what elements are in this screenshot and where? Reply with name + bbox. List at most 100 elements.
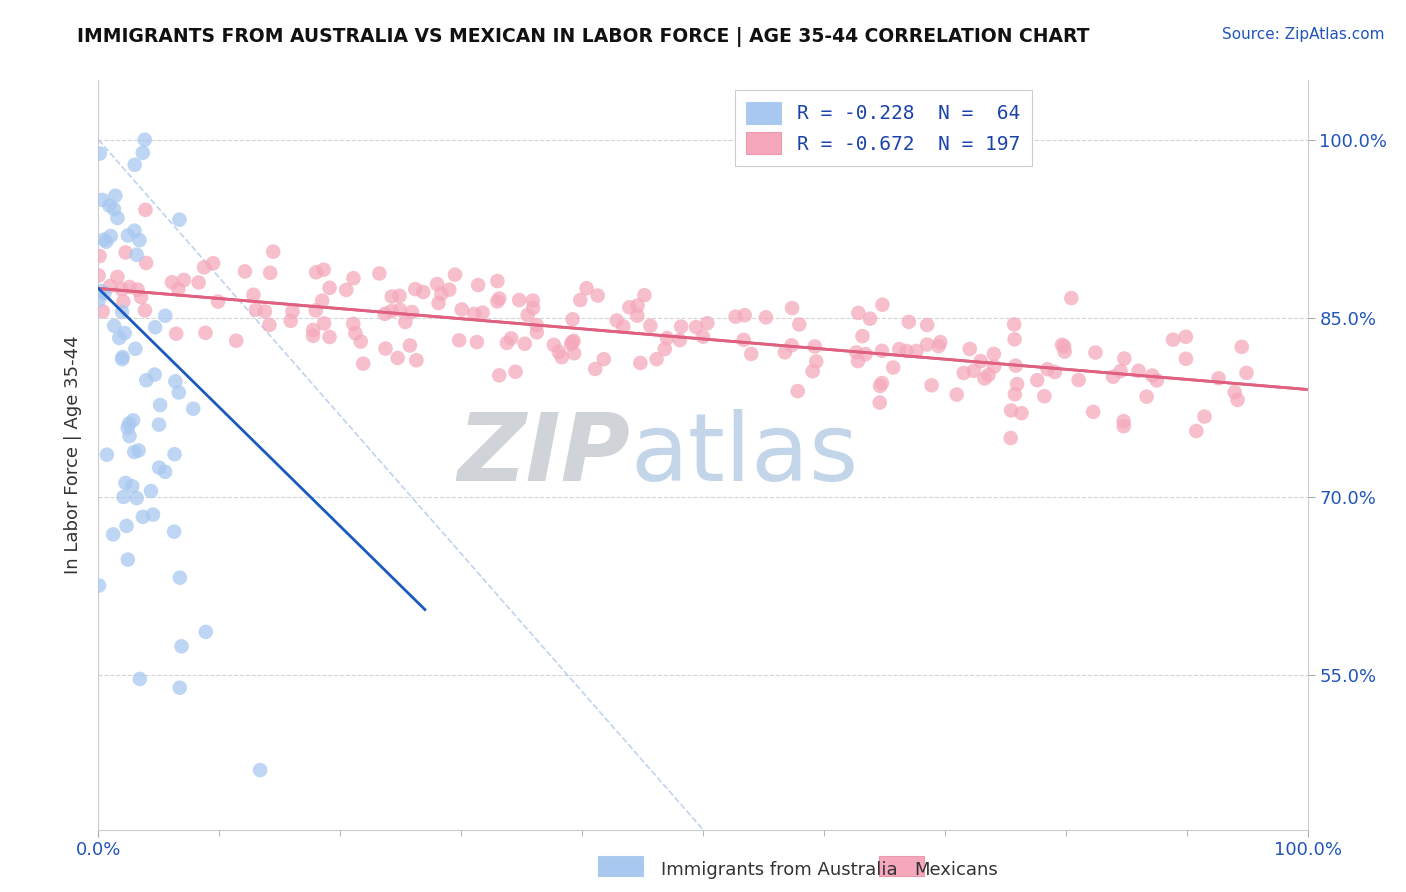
Point	[194, 624, 217, 639]
Point	[87, 268, 110, 283]
Point	[1000, 403, 1022, 417]
Point	[111, 352, 134, 367]
Point	[305, 265, 328, 279]
Point	[187, 276, 209, 290]
Point	[855, 347, 877, 361]
Legend: R = -0.228  N =  64, R = -0.672  N = 197: R = -0.228 N = 64, R = -0.672 N = 197	[735, 90, 1032, 166]
Point	[167, 385, 190, 400]
Point	[381, 289, 404, 303]
Point	[427, 296, 450, 310]
Point	[773, 345, 796, 359]
Point	[1208, 371, 1230, 385]
Point	[1036, 362, 1059, 376]
Point	[302, 323, 325, 337]
Point	[132, 145, 155, 160]
Point	[148, 417, 170, 432]
Point	[619, 301, 641, 315]
Point	[388, 302, 411, 317]
Point	[262, 244, 284, 259]
Text: ZIP: ZIP	[457, 409, 630, 501]
Point	[169, 681, 191, 695]
Point	[202, 256, 225, 270]
Point	[1236, 366, 1258, 380]
Point	[281, 304, 304, 318]
Point	[368, 267, 391, 281]
Point	[96, 448, 118, 462]
Point	[1109, 364, 1132, 378]
Point	[101, 527, 124, 541]
Text: Mexicans: Mexicans	[914, 861, 998, 879]
Point	[1142, 368, 1164, 383]
Point	[134, 303, 156, 318]
Point	[242, 287, 264, 301]
Point	[173, 273, 195, 287]
Point	[655, 331, 678, 345]
Point	[114, 245, 136, 260]
Point	[787, 318, 810, 332]
Point	[1174, 330, 1197, 344]
Point	[305, 303, 328, 318]
Point	[734, 308, 756, 322]
Point	[692, 329, 714, 343]
Bar	[598, 856, 643, 876]
Point	[543, 338, 565, 352]
Point	[153, 465, 176, 479]
Point	[983, 347, 1005, 361]
Point	[1011, 406, 1033, 420]
Point	[143, 320, 166, 334]
Point	[845, 345, 868, 359]
Point	[1053, 339, 1076, 353]
Point	[562, 346, 585, 360]
Point	[167, 282, 190, 296]
Point	[463, 307, 485, 321]
Point	[889, 342, 911, 356]
Point	[117, 228, 139, 243]
Text: Immigrants from Australia: Immigrants from Australia	[661, 861, 897, 879]
Point	[128, 233, 150, 247]
Point	[869, 379, 891, 393]
Point	[165, 326, 187, 341]
Point	[804, 339, 827, 353]
Point	[311, 293, 333, 308]
Point	[551, 350, 574, 364]
Point	[870, 376, 893, 390]
Point	[129, 290, 152, 304]
Point	[193, 260, 215, 275]
Point	[1084, 345, 1107, 359]
Point	[780, 301, 803, 315]
Point	[983, 359, 1005, 374]
Point	[486, 294, 509, 309]
Point	[668, 333, 690, 347]
Bar	[879, 856, 924, 876]
Point	[335, 283, 357, 297]
Point	[387, 351, 409, 365]
Point	[450, 302, 472, 317]
Point	[959, 342, 981, 356]
Point	[915, 318, 938, 332]
Point	[1146, 374, 1168, 388]
Point	[1194, 409, 1216, 424]
Point	[132, 509, 155, 524]
Point	[134, 133, 156, 147]
Point	[963, 364, 986, 378]
Point	[87, 578, 110, 592]
Point	[562, 334, 585, 348]
Point	[561, 312, 583, 326]
Text: Source: ZipAtlas.com: Source: ZipAtlas.com	[1222, 27, 1385, 42]
Point	[1000, 431, 1022, 445]
Point	[253, 304, 276, 318]
Point	[135, 373, 157, 387]
Point	[645, 352, 668, 367]
Point	[606, 313, 628, 327]
Point	[350, 334, 373, 349]
Point	[915, 337, 938, 351]
Point	[654, 342, 676, 356]
Text: atlas: atlas	[630, 409, 859, 501]
Point	[583, 362, 606, 376]
Point	[259, 266, 281, 280]
Point	[139, 483, 162, 498]
Point	[121, 479, 143, 493]
Point	[163, 524, 186, 539]
Point	[108, 331, 131, 345]
Point	[696, 316, 718, 330]
